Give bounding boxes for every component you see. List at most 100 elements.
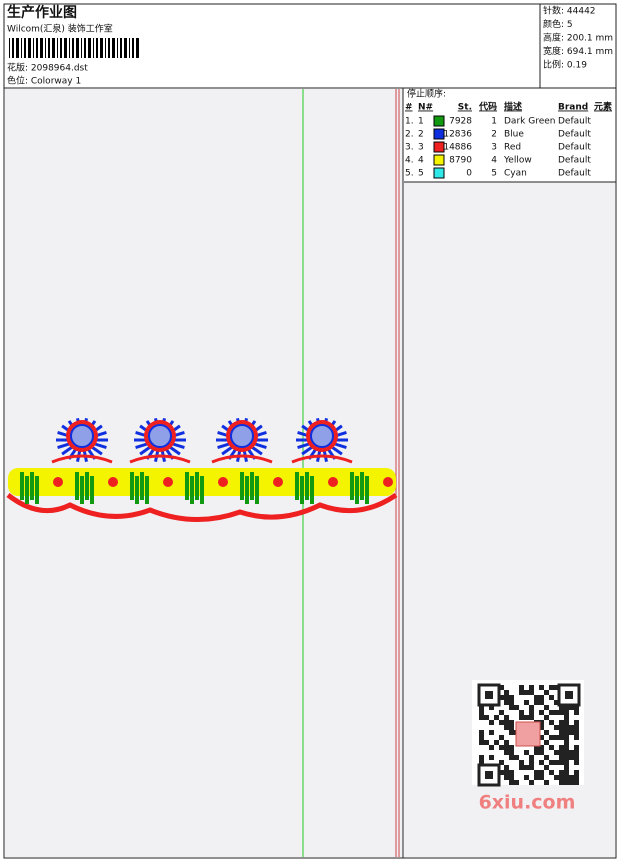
qr-cell: [499, 685, 504, 690]
qr-cell: [494, 715, 499, 720]
bar: [76, 38, 79, 58]
qr-cell: [519, 685, 524, 690]
flower-core: [310, 424, 334, 448]
qr-cell: [539, 745, 544, 750]
qr-cell: [549, 710, 554, 715]
qr-cell: [559, 755, 564, 760]
qr-cell: [489, 745, 494, 750]
row-number: 4.: [405, 156, 414, 166]
stem: [291, 454, 353, 464]
qr-cell: [499, 720, 504, 725]
qr-cell: [524, 765, 529, 770]
qr-cell: [544, 740, 549, 745]
qr-cell: [479, 710, 484, 715]
leaf: [350, 472, 354, 500]
qr-cell: [539, 775, 544, 780]
qr-cell: [574, 770, 579, 775]
qr-cell: [519, 765, 524, 770]
row-number: 1.: [405, 117, 414, 127]
bar: [12, 38, 14, 58]
bar: [93, 38, 94, 58]
qr-cell: [494, 740, 499, 745]
qr-cell: [509, 725, 514, 730]
brand: Default: [558, 143, 591, 153]
description: Blue: [504, 130, 524, 140]
column-header: Brand: [558, 103, 588, 113]
leaf: [365, 476, 369, 504]
qr-cell: [564, 730, 569, 735]
brand: Default: [558, 156, 591, 166]
qr-cell: [554, 700, 559, 705]
qr-cell: [539, 720, 544, 725]
qr-cell: [489, 755, 494, 760]
bar: [112, 38, 115, 58]
stitch-count: 0: [466, 169, 472, 179]
bar: [132, 38, 134, 58]
qr-cell: [504, 765, 509, 770]
leaf: [195, 472, 199, 500]
qr-cell: [574, 735, 579, 740]
qr-cell: [564, 760, 569, 765]
qr-cell: [549, 745, 554, 750]
leaf: [135, 476, 139, 504]
qr-cell: [564, 745, 569, 750]
qr-cell: [554, 735, 559, 740]
qr-cell: [559, 720, 564, 725]
leaf: [295, 472, 299, 500]
qr-cell: [569, 775, 574, 780]
brand: Default: [558, 130, 591, 140]
color-swatch: [433, 154, 445, 166]
info-item: 高度: 200.1 mm: [543, 32, 613, 44]
qr-cell: [554, 775, 559, 780]
bar: [60, 38, 62, 58]
qr-cell: [544, 705, 549, 710]
qr-cell: [479, 705, 484, 710]
qr-cell: [539, 710, 544, 715]
qr-cell: [554, 710, 559, 715]
qr-cell: [544, 765, 549, 770]
needle: 4: [418, 156, 424, 166]
stem: [129, 454, 191, 464]
qr-cell: [479, 755, 484, 760]
qr-cell: [564, 750, 569, 755]
qr-cell: [504, 690, 509, 695]
bar: [84, 38, 86, 58]
leaf: [80, 476, 84, 504]
scallop: [6, 492, 398, 522]
qr-cell: [544, 690, 549, 695]
leaf: [190, 476, 194, 504]
leaf: [130, 472, 134, 500]
qr-cell: [499, 745, 504, 750]
dot: [108, 477, 118, 487]
qr-cell: [569, 705, 574, 710]
qr-cell: [504, 715, 509, 720]
qr-cell: [539, 700, 544, 705]
qr-cell: [574, 760, 579, 765]
stitch-count: 8790: [449, 156, 472, 166]
column-header: 代码: [478, 101, 497, 113]
leaf: [140, 472, 144, 500]
qr-cell: [509, 750, 514, 755]
qr-cell: [529, 685, 534, 690]
bar: [129, 38, 130, 58]
qr-code: [472, 680, 584, 787]
bar: [48, 38, 50, 58]
qr-cell: [534, 700, 539, 705]
qr-cell: [514, 705, 519, 710]
description: Red: [504, 143, 521, 153]
description: Yellow: [503, 156, 532, 166]
qr-cell: [519, 715, 524, 720]
leaf: [90, 476, 94, 504]
qr-cell: [534, 750, 539, 755]
code: 5: [491, 169, 497, 179]
qr-cell: [529, 760, 534, 765]
bar: [16, 38, 19, 58]
leaf: [245, 476, 249, 504]
title: 生产作业图: [7, 4, 77, 21]
color-swatch: [433, 128, 445, 140]
bar: [120, 38, 122, 58]
qr-cell: [524, 700, 529, 705]
qr-cell: [564, 775, 569, 780]
leaf: [360, 472, 364, 500]
